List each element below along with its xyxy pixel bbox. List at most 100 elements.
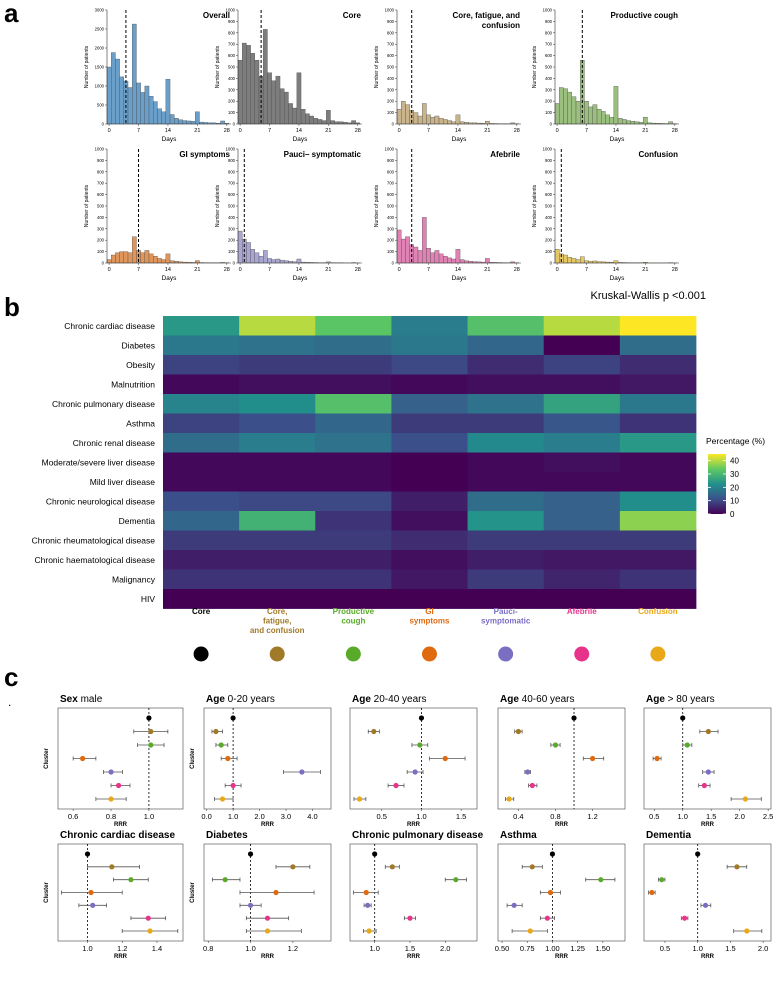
heatmap-row-label: Malignancy [112,574,156,584]
rrr-point [412,769,418,775]
heatmap-cell [239,472,316,492]
histogram-bar [271,259,277,264]
y-axis-label: Number of patients [374,45,380,88]
heatmap-cell [315,491,392,512]
histogram-bar [401,101,406,125]
heatmap-cell [239,452,316,473]
histogram-bar [643,116,648,125]
rrr-point [389,864,395,870]
heatmap-row-label: Moderate/severe liver disease [42,457,156,467]
x-tick-label: 14 [165,267,171,273]
heatmap-cell [543,472,621,492]
histogram-bar [165,78,171,125]
heatmap-cell [619,472,697,492]
histogram-bar [161,259,167,264]
rrr-point [742,796,748,802]
histogram-bar [455,114,461,125]
rrr-point [417,742,423,748]
heatmap-cell [315,511,392,531]
x-tick-label: 0 [108,267,111,273]
heatmap-cell [163,589,240,609]
rrr-point [684,742,690,748]
y-tick-label: 600 [545,53,553,58]
y-tick-label: 900 [387,158,395,163]
rrr-point [264,915,271,921]
y-axis-label: Number of patients [215,184,221,227]
heatmap-cell [315,374,392,395]
x-tick-label: 0.6 [68,812,78,821]
x-tick-label: 1.2 [288,944,298,953]
heatmap-cell [239,394,316,414]
histogram-bar [182,120,188,125]
heatmap-cell [315,589,392,609]
rrr-point [511,902,517,908]
histogram-bar [459,121,465,125]
y-tick-label: 600 [387,192,395,197]
heatmap-row-label: Chronic rheumatological disease [32,535,156,545]
rrr-point [552,742,559,748]
heatmap-cell [619,511,697,531]
heatmap-cell [163,355,240,375]
histogram-bar [296,72,302,125]
heatmap-cell [163,550,240,570]
y-tick-label: 600 [387,53,395,58]
histogram-bar [447,120,452,125]
y-tick-label: 200 [387,238,395,243]
x-tick-label: 28 [355,128,361,134]
heatmap-cell [619,491,697,512]
rrr-point [146,715,152,721]
heatmap-cell [543,316,621,336]
x-tick-label: 14 [165,128,171,134]
heatmap-cell [391,394,468,414]
forest-plot-frame [349,707,478,810]
histogram-bar [106,259,112,264]
rrr-point [108,769,114,775]
heatmap-cell [239,511,316,531]
histogram-bar [396,229,402,264]
x-tick-label: 14 [296,267,302,273]
heatmap-cell [467,413,545,434]
x-tick-label: 4.0 [307,812,317,821]
x-tick-label: 1.0 [369,944,379,953]
y-tick-label: 200 [545,238,553,243]
x-tick-label: 1.2 [117,944,127,953]
histogram-bar [237,59,243,125]
y-tick-label: 1000 [385,147,395,152]
heatmap-column-label: GI [425,607,433,616]
histogram-bar [334,121,340,125]
histogram-bar [190,121,196,125]
heatmap-row-label: Malnutrition [111,379,155,389]
heatmap-row-label: Obesity [126,360,156,370]
y-tick-label: 500 [387,65,395,70]
x-tick-label: 0.75 [520,944,535,953]
heatmap-cell [239,413,316,434]
heatmap-cell [619,569,697,590]
rrr-point [247,902,254,908]
y-tick-label: 200 [545,99,553,104]
rrr-point [290,864,296,870]
histogram-bar [413,112,419,125]
heatmap-cell [619,589,697,609]
x-axis-label: Days [162,275,178,282]
histogram-bar [292,107,298,125]
heatmap-cell [467,550,545,570]
title-rest: 0-20 years [225,694,275,705]
histogram-bar [588,106,594,125]
heatmap-column-label: and confusion [250,626,305,635]
heatmap-cell [543,394,621,414]
y-tick-label: 400 [228,76,236,81]
x-tick-label: 14 [455,267,461,273]
y-tick-label: 800 [387,169,395,174]
histogram-bar [157,258,162,264]
histogram-bar [571,96,577,125]
heatmap-cell [467,569,545,590]
x-tick-label: 2.0 [758,944,768,953]
y-tick-label: 200 [228,238,236,243]
rrr-point [213,728,219,735]
histogram-bar [242,42,247,125]
x-tick-label: 0.50 [495,944,510,953]
title-bold: Age [500,694,519,705]
histogram-bar [254,59,260,125]
cluster-color-dot [574,646,590,662]
histogram-bar [554,249,560,264]
